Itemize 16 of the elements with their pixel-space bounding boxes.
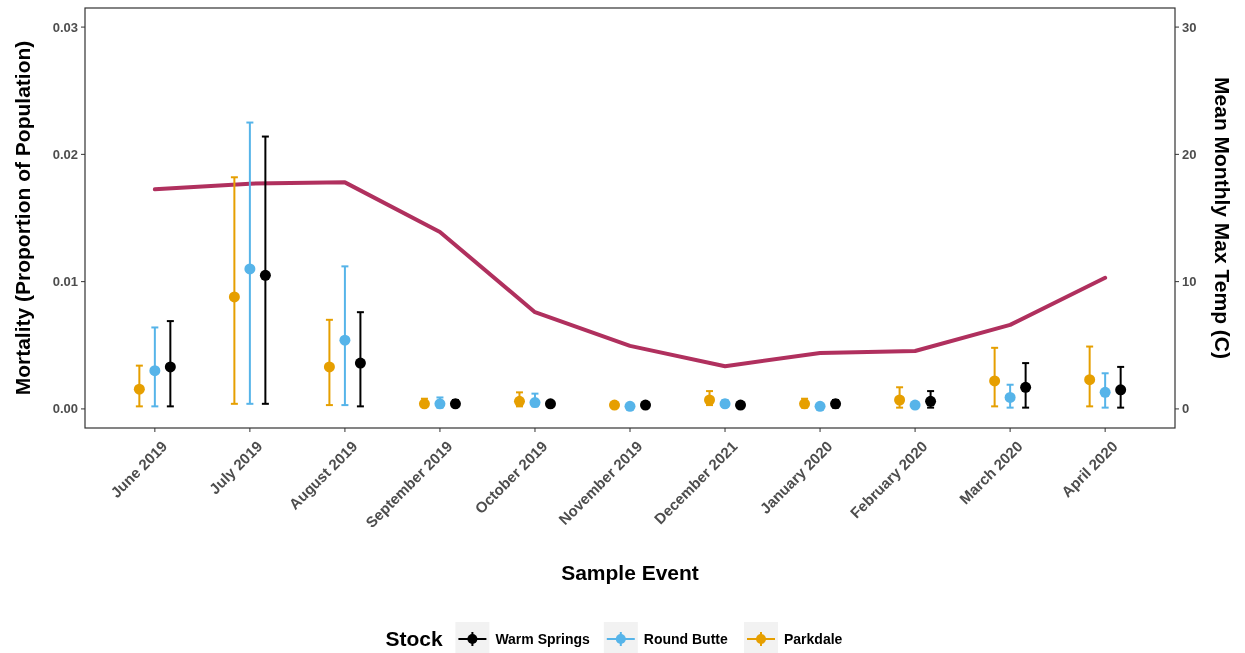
y2-tick-label: 0 xyxy=(1182,401,1190,417)
y-tick-label: 0.03 xyxy=(52,19,78,35)
y-axis-title: Mortality (Proportion of Population) xyxy=(11,40,34,396)
y-tick-label: 0.00 xyxy=(52,401,78,417)
y2-tick-label: 10 xyxy=(1182,274,1197,290)
y-tick-label: 0.02 xyxy=(52,146,78,162)
legend-title: Stock xyxy=(385,627,443,651)
y2-axis-title: Mean Monthly Max Temp (C) xyxy=(1211,77,1234,359)
legend-label: Warm Springs xyxy=(495,630,590,647)
y2-tick-label: 30 xyxy=(1182,19,1197,35)
x-axis-title: Sample Event xyxy=(561,561,699,584)
line-series xyxy=(152,180,1108,369)
legend-label: Round Butte xyxy=(643,630,728,647)
y-tick-label: 0.01 xyxy=(52,274,78,290)
legend-label: Parkdale xyxy=(784,630,843,647)
y2-tick-label: 20 xyxy=(1182,146,1197,162)
